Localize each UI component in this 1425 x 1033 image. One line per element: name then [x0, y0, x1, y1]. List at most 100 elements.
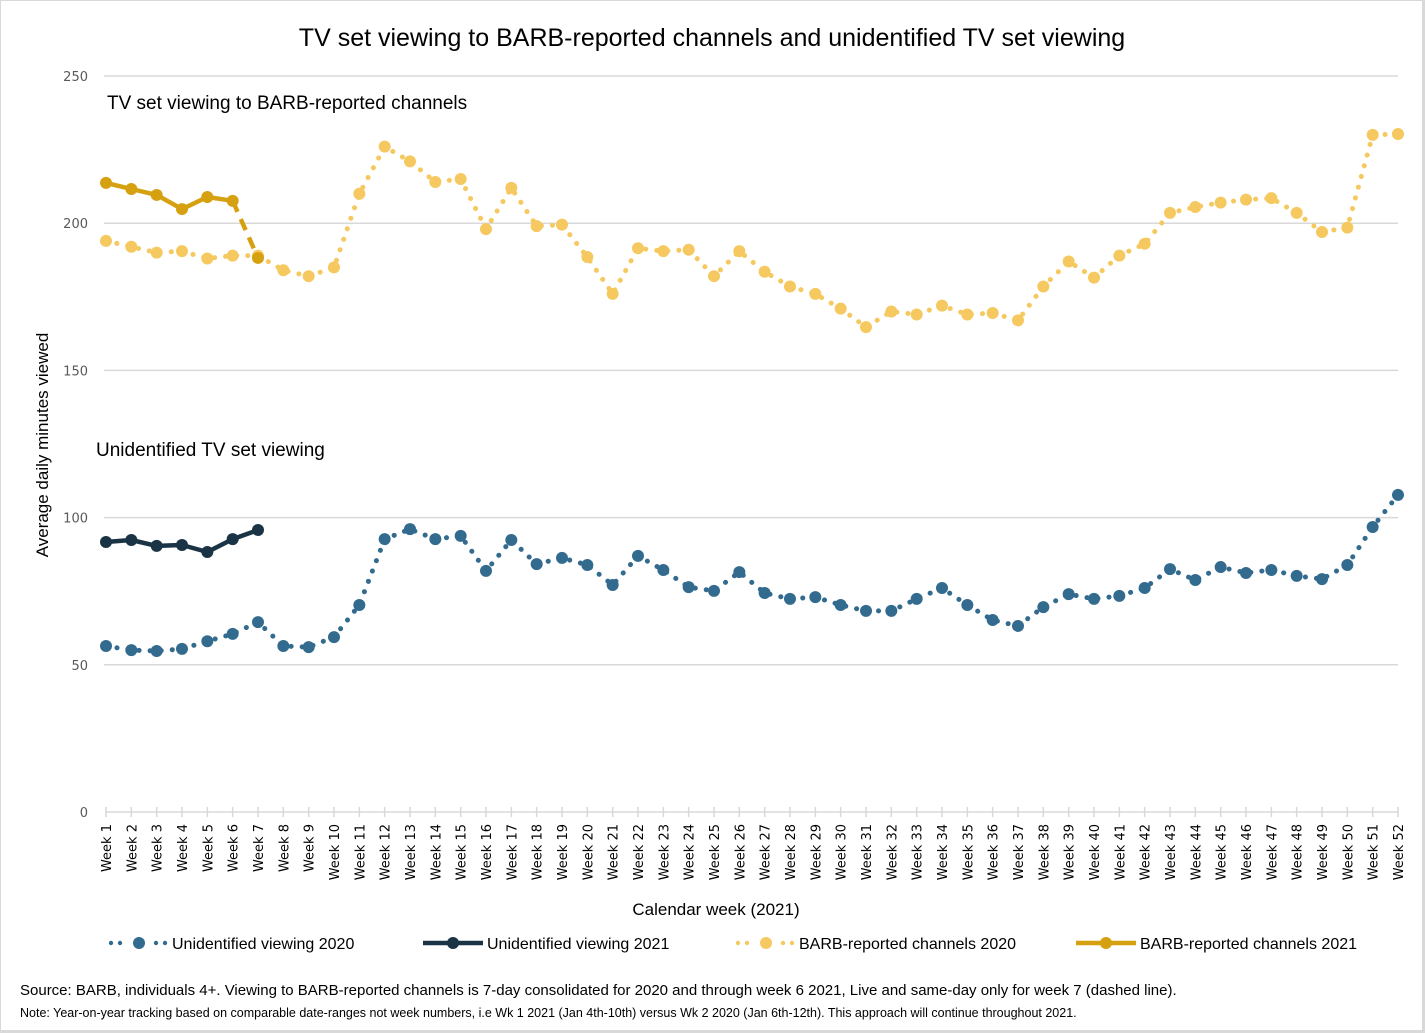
legend-dot: [789, 940, 795, 946]
data-point: [885, 305, 898, 318]
data-point: [809, 591, 822, 604]
legend-item: Unidentified viewing 2021: [423, 936, 669, 953]
data-point: [1138, 237, 1151, 250]
x-tick-label: Week 32: [885, 824, 900, 880]
data-point: [150, 644, 163, 657]
data-point: [1113, 249, 1126, 262]
legend: Unidentified viewing 2020 Unidentified vi…: [108, 936, 1357, 953]
x-tick-label: Week 52: [1392, 824, 1407, 880]
data-point: [1341, 221, 1354, 234]
data-point: [733, 566, 746, 579]
data-point: [1164, 206, 1176, 219]
series-barb-reported-channels-2021: [100, 176, 264, 264]
x-tick-label: Week 21: [607, 824, 622, 880]
data-point: [784, 280, 796, 293]
data-point: [429, 175, 442, 188]
x-tick-label: Week 6: [227, 824, 242, 872]
x-axis-label: Calendar week (2021): [632, 900, 799, 919]
x-tick-label: Week 20: [581, 824, 596, 880]
data-point: [1392, 488, 1404, 501]
x-tick-label: Week 51: [1367, 824, 1382, 880]
x-tick-label: Week 40: [1088, 824, 1103, 880]
data-point: [302, 641, 315, 654]
x-tick-label: Week 39: [1063, 824, 1078, 880]
data-point: [1290, 569, 1303, 582]
data-point: [125, 644, 138, 657]
series-dashed-segment: [230, 199, 261, 259]
data-point: [1366, 521, 1379, 534]
data-point: [1240, 566, 1252, 579]
source-text: Source: BARB, individuals 4+. Viewing to…: [20, 982, 1177, 999]
data-point: [682, 581, 695, 594]
data-point: [936, 581, 948, 594]
data-point: [454, 529, 467, 542]
data-point: [1214, 196, 1227, 209]
data-point: [353, 187, 366, 200]
x-tick-label: Week 2: [125, 824, 140, 872]
data-point: [176, 245, 188, 258]
y-tick-label: 0: [80, 806, 88, 821]
data-point: [125, 240, 138, 253]
data-point: [328, 631, 340, 644]
x-tick-label: Week 23: [657, 824, 672, 880]
data-point: [378, 533, 391, 546]
data-point: [201, 190, 214, 203]
data-point: [480, 223, 492, 236]
x-tick-label: Week 15: [455, 824, 470, 880]
data-point: [1088, 271, 1100, 284]
data-point: [581, 558, 594, 571]
data-point: [530, 558, 543, 571]
annotation-barb: TV set viewing to BARB-reported channels: [107, 93, 467, 114]
data-point: [100, 536, 112, 549]
x-tick-label: Week 35: [961, 824, 976, 880]
data-point: [860, 321, 872, 334]
data-point: [176, 538, 188, 551]
data-point: [378, 140, 391, 153]
data-point: [606, 287, 619, 300]
x-tick-label: Week 25: [708, 824, 723, 880]
series-unidentified-viewing-2020: [100, 488, 1404, 657]
data-point: [226, 533, 239, 546]
legend-marker: [760, 937, 772, 949]
x-tick-label: Week 33: [911, 824, 926, 880]
y-tick-label: 150: [63, 364, 88, 379]
data-point: [125, 533, 138, 546]
x-tick-label: Week 5: [201, 824, 216, 872]
x-tick-label: Week 26: [733, 824, 748, 880]
legend-marker: [447, 937, 459, 949]
data-point: [1113, 589, 1126, 602]
x-tick-label: Week 12: [379, 824, 394, 880]
data-point: [454, 173, 467, 186]
x-tick-label: Week 31: [860, 824, 875, 880]
data-point: [530, 220, 543, 233]
data-point: [1240, 193, 1252, 206]
data-point: [784, 592, 796, 605]
data-point: [100, 176, 112, 189]
data-point: [201, 252, 214, 265]
legend-marker: [133, 937, 145, 949]
x-axis: Week 1 Week 2 Week 3 Week 4 Week 5 Week 6 Week…: [100, 807, 1407, 880]
chart-title: TV set viewing to BARB-reported channels…: [299, 24, 1125, 52]
x-tick-label: Week 48: [1291, 824, 1306, 880]
x-tick-label: Week 22: [632, 824, 647, 880]
legend-item: Unidentified viewing 2020: [108, 936, 354, 953]
data-point: [834, 302, 847, 315]
data-point: [961, 308, 974, 321]
data-point: [226, 194, 239, 207]
data-point: [708, 584, 720, 597]
data-point: [733, 245, 746, 258]
data-point: [252, 616, 264, 629]
x-tick-label: Week 8: [277, 824, 292, 872]
data-point: [606, 579, 619, 592]
x-tick-label: Week 17: [505, 824, 520, 880]
data-point: [1012, 314, 1024, 327]
data-point: [1062, 588, 1075, 601]
x-tick-label: Week 11: [353, 824, 368, 880]
data-point: [1392, 127, 1404, 140]
x-tick-label: Week 29: [809, 824, 824, 880]
data-point: [758, 586, 771, 599]
data-point: [1290, 206, 1303, 219]
data-point: [176, 203, 188, 216]
data-point: [201, 635, 214, 648]
